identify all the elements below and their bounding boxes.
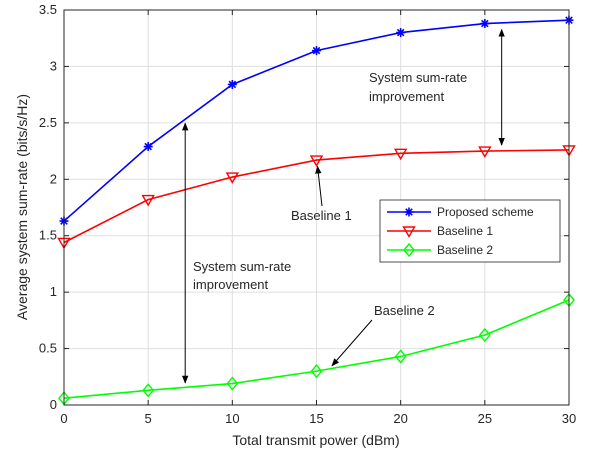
x-tick-label: 10 (225, 411, 239, 426)
legend-marker-2 (402, 226, 416, 238)
annotation-4-line-1: Baseline 2 (374, 303, 435, 318)
y-tick-label: 0 (50, 397, 57, 412)
x-tick-label: 15 (309, 411, 323, 426)
annotations: System sum-rate improvement Baseline 1 S… (181, 28, 505, 384)
x-tick-label: 30 (562, 411, 576, 426)
legend-marker-3 (403, 242, 415, 258)
legend-label-baseline-1: Baseline 1 (437, 224, 493, 238)
axis-ticks: 0 5 10 15 20 25 30 0 0.5 1 1.5 2 2.5 3 3.5 (39, 2, 576, 426)
x-tick-label: 0 (60, 411, 67, 426)
annotation-2-line-1: Baseline 1 (291, 208, 352, 223)
annotation-3-line-2: improvement (193, 277, 269, 292)
legend-label-proposed: Proposed scheme (437, 205, 534, 219)
annotation-1-line-1: System sum-rate (369, 70, 467, 85)
y-tick-label: 3.5 (39, 2, 57, 17)
annotation-4-arrow (331, 319, 373, 367)
series-3-point (394, 349, 407, 364)
annotation-3-line-1: System sum-rate (193, 259, 291, 274)
series-2-line (63, 149, 570, 244)
series-3-point (226, 376, 239, 391)
x-tick-label: 25 (478, 411, 492, 426)
series-3-point (142, 383, 155, 398)
x-tick-label: 20 (393, 411, 407, 426)
series-2-point (225, 172, 240, 184)
legend-marker-1 (404, 207, 414, 217)
y-tick-label: 3 (50, 58, 57, 73)
y-tick-label: 0.5 (39, 341, 57, 356)
series-3 (58, 292, 575, 406)
y-tick-label: 1.5 (39, 228, 57, 243)
series-3-point (478, 327, 491, 343)
legend-label-baseline-2: Baseline 2 (437, 243, 493, 257)
x-axis-title: Total transmit power (dBm) (232, 432, 399, 448)
y-tick-label: 2.5 (39, 115, 57, 130)
series-2-point (478, 146, 492, 158)
series-2-point (393, 148, 408, 161)
series-3-line (63, 299, 570, 400)
series-2-point (141, 194, 155, 207)
series-1-point (227, 79, 237, 89)
annotation-2-arrow (315, 165, 323, 207)
y-tick-label: 1 (50, 284, 57, 299)
series-2-point (309, 155, 324, 167)
y-axis-title: Average system sum-rate (bits/s/Hz) (14, 94, 30, 320)
series-1-point (480, 19, 490, 29)
series-1-point (143, 142, 153, 152)
series-1-point (396, 28, 406, 38)
series-3-point (310, 364, 323, 379)
annotation-1-line-2: improvement (369, 89, 445, 104)
x-tick-label: 5 (145, 411, 152, 426)
y-tick-label: 2 (50, 171, 57, 186)
series-layer (57, 15, 576, 406)
series-2 (57, 145, 576, 250)
series-1-point (312, 46, 321, 56)
legend: Proposed scheme Baseline 1 Baseline 2 (379, 199, 561, 263)
